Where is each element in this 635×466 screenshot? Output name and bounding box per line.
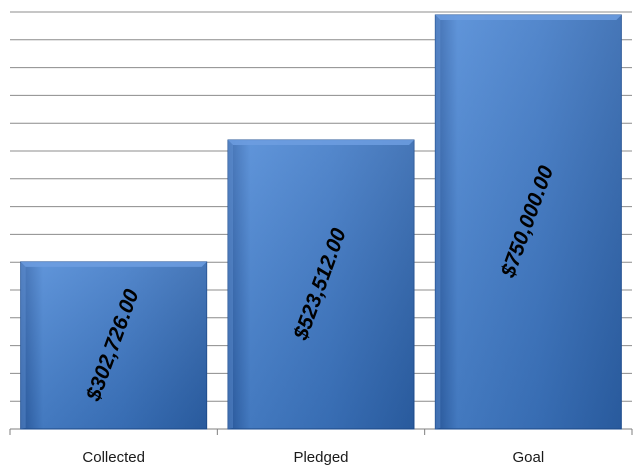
bar-collected bbox=[20, 261, 208, 430]
bar-shade bbox=[20, 261, 207, 429]
bars bbox=[20, 14, 622, 430]
x-axis bbox=[9, 428, 633, 435]
bar-bevel-left bbox=[228, 140, 233, 430]
category-label-collected: Collected bbox=[82, 449, 145, 466]
category-label-pledged: Pledged bbox=[293, 449, 348, 466]
bar-bevel-left bbox=[435, 15, 441, 429]
category-label-goal: Goal bbox=[512, 449, 544, 466]
bar-bevel-left bbox=[20, 261, 26, 429]
bar-bevel-top bbox=[228, 140, 414, 146]
bar-shade bbox=[435, 15, 622, 429]
bar-shade bbox=[228, 140, 414, 430]
category-labels: Collected Pledged Goal bbox=[82, 449, 544, 466]
bar-goal bbox=[434, 14, 622, 430]
bar-pledged bbox=[227, 139, 415, 430]
bar-bevel-top bbox=[20, 261, 207, 267]
bar-bevel-top bbox=[435, 15, 622, 20]
